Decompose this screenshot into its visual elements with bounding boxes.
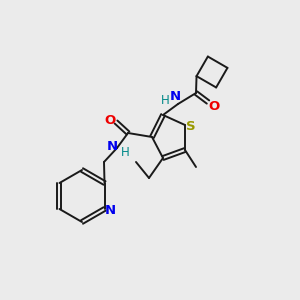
- Text: O: O: [208, 100, 220, 113]
- Text: S: S: [186, 119, 196, 133]
- Text: H: H: [121, 146, 129, 160]
- Text: H: H: [160, 94, 169, 106]
- Text: O: O: [104, 113, 116, 127]
- Text: N: N: [169, 91, 181, 103]
- Text: N: N: [105, 205, 116, 218]
- Text: N: N: [106, 140, 118, 154]
